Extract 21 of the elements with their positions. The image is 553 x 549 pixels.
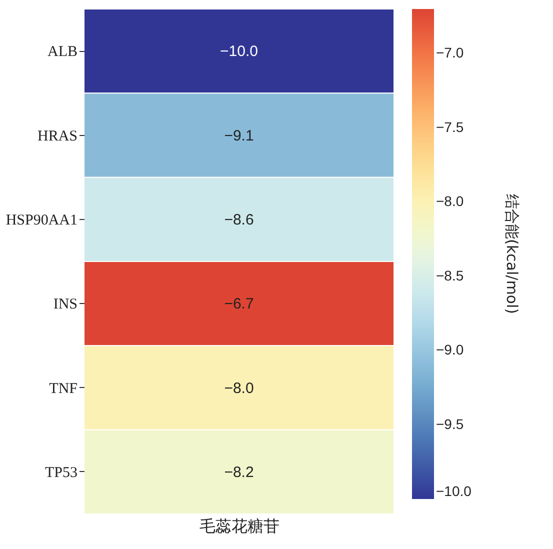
x-axis-title: 毛蕊花糖苷 [200, 516, 280, 536]
color-bar-label: −7.5 [436, 118, 464, 135]
color-bar-label: −7.0 [436, 44, 464, 61]
color-bar-label: −8.5 [436, 267, 464, 284]
data-label: −8.0 [224, 380, 254, 397]
data-label: −8.6 [224, 211, 254, 228]
data-label: −6.7 [224, 296, 254, 313]
y-tick-label: HRAS [37, 128, 78, 144]
y-tick-label: TP53 [44, 464, 78, 481]
y-tick-label: HSP90AA1 [6, 212, 78, 228]
data-label: −10.0 [220, 43, 258, 60]
y-tick-label: INS [53, 296, 78, 313]
data-label: −8.2 [224, 464, 254, 481]
color-bar-label: −8.0 [436, 193, 464, 210]
color-bar-label: −9.5 [436, 416, 464, 432]
color-bar-label: −10.0 [436, 483, 472, 499]
color-bar-label: −9.0 [436, 342, 464, 358]
y-tick-label: ALB [48, 44, 78, 60]
color-bar-title: 结合能(kcal/mol) [503, 194, 521, 314]
data-label: −9.1 [224, 127, 254, 144]
y-tick-label: TNF [49, 380, 78, 397]
